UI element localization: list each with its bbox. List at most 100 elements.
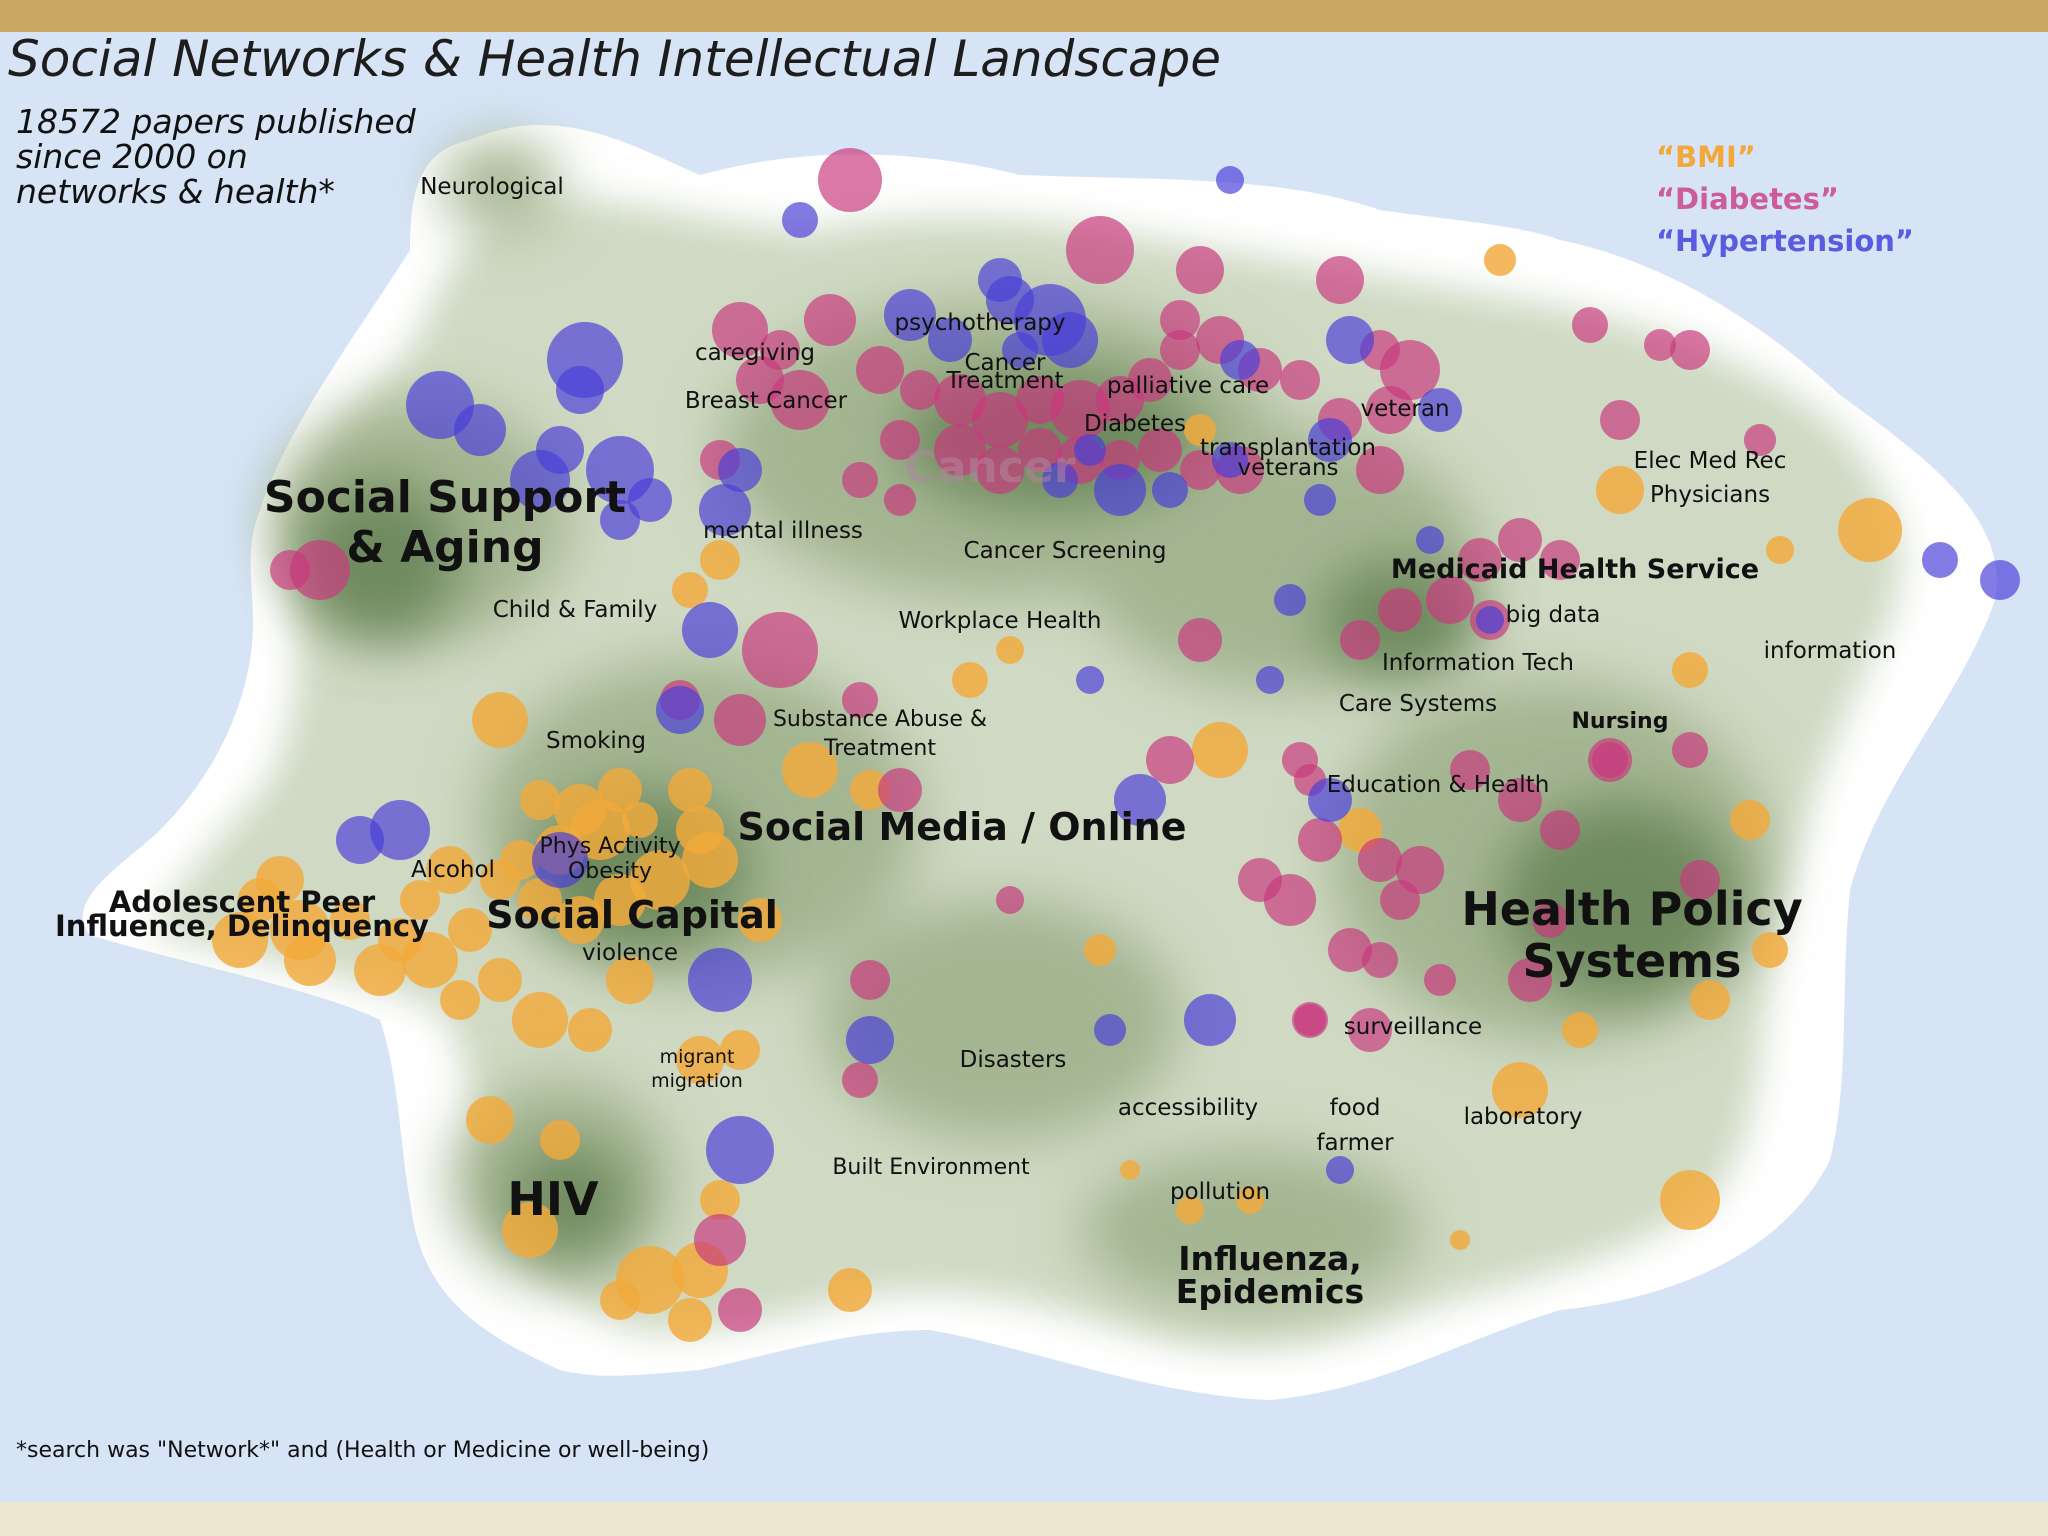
bmi-bubble [1484, 244, 1516, 276]
region-label-violence: violence [582, 940, 678, 966]
bmi-bubble [520, 780, 560, 820]
diabetes-bubble [1644, 329, 1676, 361]
diabetes-bubble [1018, 428, 1062, 472]
region-label-line: transplantation [1200, 435, 1376, 461]
region-label-line: Alcohol [411, 857, 495, 883]
hypertension-bubble [1980, 560, 2020, 600]
diabetes-bubble [1146, 736, 1194, 784]
bmi-bubble [1596, 466, 1644, 514]
bmi-bubble [996, 636, 1024, 664]
region-label-line: palliative care [1107, 373, 1269, 399]
region-label-line: farmer [1316, 1130, 1394, 1156]
diabetes-bubble [1458, 538, 1502, 582]
diabetes-bubble [1328, 928, 1372, 972]
region-label-line: veteran [1360, 396, 1449, 422]
hypertension-bubble [532, 832, 588, 888]
bmi-bubble [598, 768, 642, 812]
region-label-care-systems: Care Systems [1339, 691, 1497, 717]
region-label-line: accessibility [1118, 1095, 1258, 1121]
region-label-line: information [1764, 638, 1897, 664]
hypertension-bubble [928, 318, 972, 362]
hypertension-bubble [1114, 774, 1166, 826]
bmi-bubble [570, 800, 630, 860]
bmi-bubble [1660, 1170, 1720, 1230]
diabetes-bubble [290, 540, 350, 600]
region-label-cancer-treatment: Cancer Treatment [945, 350, 1063, 394]
region-label-child-family: Child & Family [493, 597, 658, 623]
bmi-bubble [952, 662, 988, 698]
page-title: Social Networks & Health Intellectual La… [8, 30, 1221, 88]
bmi-bubble [212, 912, 268, 968]
region-label-line: Cancer Screening [964, 538, 1167, 564]
region-label-line: Influence, Delinquency [55, 909, 429, 943]
diabetes-bubble [842, 462, 878, 498]
region-label-smoking: Smoking [546, 728, 646, 754]
region-label-line: Child & Family [493, 597, 658, 623]
diabetes-bubble [712, 302, 768, 358]
region-label-line: Information Tech [1382, 650, 1574, 676]
diabetes-bubble [1138, 428, 1182, 472]
diabetes-bubble [996, 886, 1024, 914]
region-label-line: Disasters [960, 1047, 1067, 1073]
bmi-bubble [850, 770, 890, 810]
diabetes-bubble [900, 370, 940, 410]
hypertension-bubble [1476, 606, 1504, 634]
bmi-bubble [1120, 1160, 1140, 1180]
diabetes-bubble [1160, 300, 1200, 340]
hypertension-bubble [706, 1116, 774, 1184]
region-label-disasters: Disasters [960, 1047, 1067, 1073]
diabetes-bubble [1670, 330, 1710, 370]
diabetes-bubble [1356, 446, 1404, 494]
bmi-bubble [472, 692, 528, 748]
bmi-bubble [1766, 536, 1794, 564]
diabetes-bubble [1280, 360, 1320, 400]
region-label-mental-illness: mental illness [703, 518, 863, 544]
diabetes-bubble [1160, 330, 1200, 370]
region-label-line: Epidemics [1176, 1272, 1364, 1311]
diabetes-bubble [1340, 620, 1380, 660]
bmi-bubble [606, 956, 654, 1004]
bottom-banner [0, 1502, 2048, 1536]
region-label-line: Phys Activity [540, 834, 681, 859]
region-label-line: Medicaid Health Service [1391, 554, 1759, 585]
legend-item-diabetes: “Diabetes” [1656, 182, 1839, 216]
bmi-bubble [594, 874, 646, 926]
hypertension-bubble [600, 500, 640, 540]
region-label-information-tech: Information Tech [1382, 650, 1574, 676]
paper-bubbles [212, 148, 2020, 1342]
bmi-bubble [738, 898, 782, 942]
diabetes-bubble [1316, 256, 1364, 304]
hypertension-bubble [656, 686, 704, 734]
bmi-bubble [1672, 652, 1708, 688]
bmi-bubble [1690, 980, 1730, 1020]
hypertension-bubble [454, 404, 506, 456]
diabetes-bubble [804, 294, 856, 346]
bmi-bubble [440, 980, 480, 1020]
diabetes-bubble [1176, 246, 1224, 294]
bmi-bubble [330, 900, 370, 940]
diabetes-bubble [880, 420, 920, 460]
diabetes-bubble [1298, 818, 1342, 862]
hypertension-bubble [682, 602, 738, 658]
region-label-elec-med-rec: Elec Med Rec Physicians [1634, 448, 1787, 508]
region-label-transplantation: transplantation veterans [1200, 435, 1376, 481]
region-label-line: Systems [1523, 934, 1742, 988]
region-label-line: food [1330, 1095, 1381, 1121]
hypertension-bubble [1274, 584, 1306, 616]
hypertension-bubble [1002, 332, 1038, 368]
region-label-line: Built Environment [832, 1155, 1030, 1180]
bmi-bubble [1192, 722, 1248, 778]
region-label-line: Adolescent Peer [109, 885, 376, 919]
region-label-line: violence [582, 940, 678, 966]
top-banner [0, 0, 2048, 32]
region-label-line: Treatment [945, 368, 1063, 394]
subtitle-block: 18572 papers published since 2000 on net… [16, 104, 416, 209]
hypertension-bubble [556, 366, 604, 414]
region-label-line: mental illness [703, 518, 863, 544]
region-label-line: Social Media / Online [738, 805, 1187, 849]
bmi-bubble [1838, 498, 1902, 562]
region-label-pollution: pollution [1170, 1179, 1270, 1205]
bmi-bubble [556, 896, 604, 944]
region-label-line: HIV [507, 1172, 599, 1226]
